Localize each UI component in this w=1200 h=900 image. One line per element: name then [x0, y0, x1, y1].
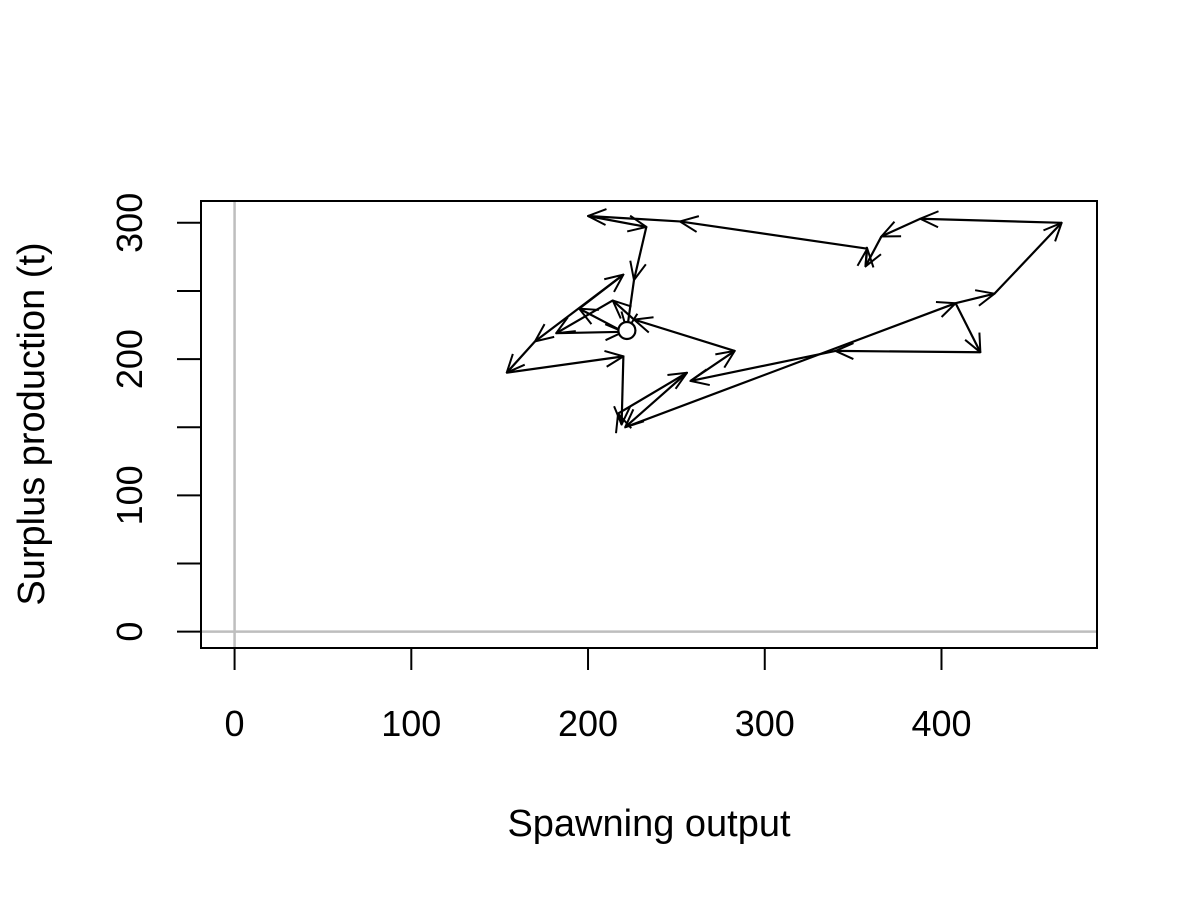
trajectory-segment [535, 273, 625, 342]
y-axis-title: Surplus production (t) [11, 242, 53, 605]
trajectory-segment [920, 219, 1062, 223]
trajectory-segment [556, 332, 623, 333]
trajectory-segment [506, 356, 624, 374]
trajectory-segment [634, 320, 736, 352]
reference-lines [202, 202, 1096, 647]
y-tick-label: 0 [109, 622, 150, 642]
trajectory-segment [579, 309, 624, 333]
trajectory-segment [881, 217, 921, 237]
final-year-marker [617, 320, 637, 341]
x-tick-label: 100 [381, 703, 441, 744]
trajectory-segment [689, 351, 735, 382]
trajectory-segment [624, 303, 955, 429]
trajectory-segment [587, 216, 646, 227]
y-tick-label: 300 [109, 193, 150, 253]
plot-frame [200, 200, 1098, 649]
x-tick-label: 200 [558, 703, 618, 744]
trajectory-segment [622, 356, 624, 424]
trajectory-segment [993, 223, 1061, 295]
y-tick-label: 200 [109, 329, 150, 389]
trajectory-segment [691, 349, 836, 381]
trajectory-segment [680, 221, 868, 250]
x-tick-label: 400 [911, 703, 971, 744]
trajectory-segment [955, 294, 995, 304]
x-axis-title: Spawning output [507, 803, 791, 845]
trajectory-segment [954, 302, 981, 352]
y-tick-label: 100 [109, 465, 150, 525]
trajectory-segment [507, 340, 536, 372]
y-axis: 0 100 200 300 [109, 193, 202, 642]
trajectory-segment [865, 249, 867, 267]
trajectory-segment [618, 414, 622, 425]
x-axis: 0 100 200 300 400 [225, 647, 972, 744]
x-tick-label: 0 [225, 703, 245, 744]
x-tick-label: 300 [735, 703, 795, 744]
trajectory-segment [835, 351, 981, 352]
trajectory [507, 216, 1062, 427]
trajectory-segment [625, 371, 688, 428]
trajectory-segment [634, 226, 648, 280]
trajectory-segment [617, 373, 687, 415]
